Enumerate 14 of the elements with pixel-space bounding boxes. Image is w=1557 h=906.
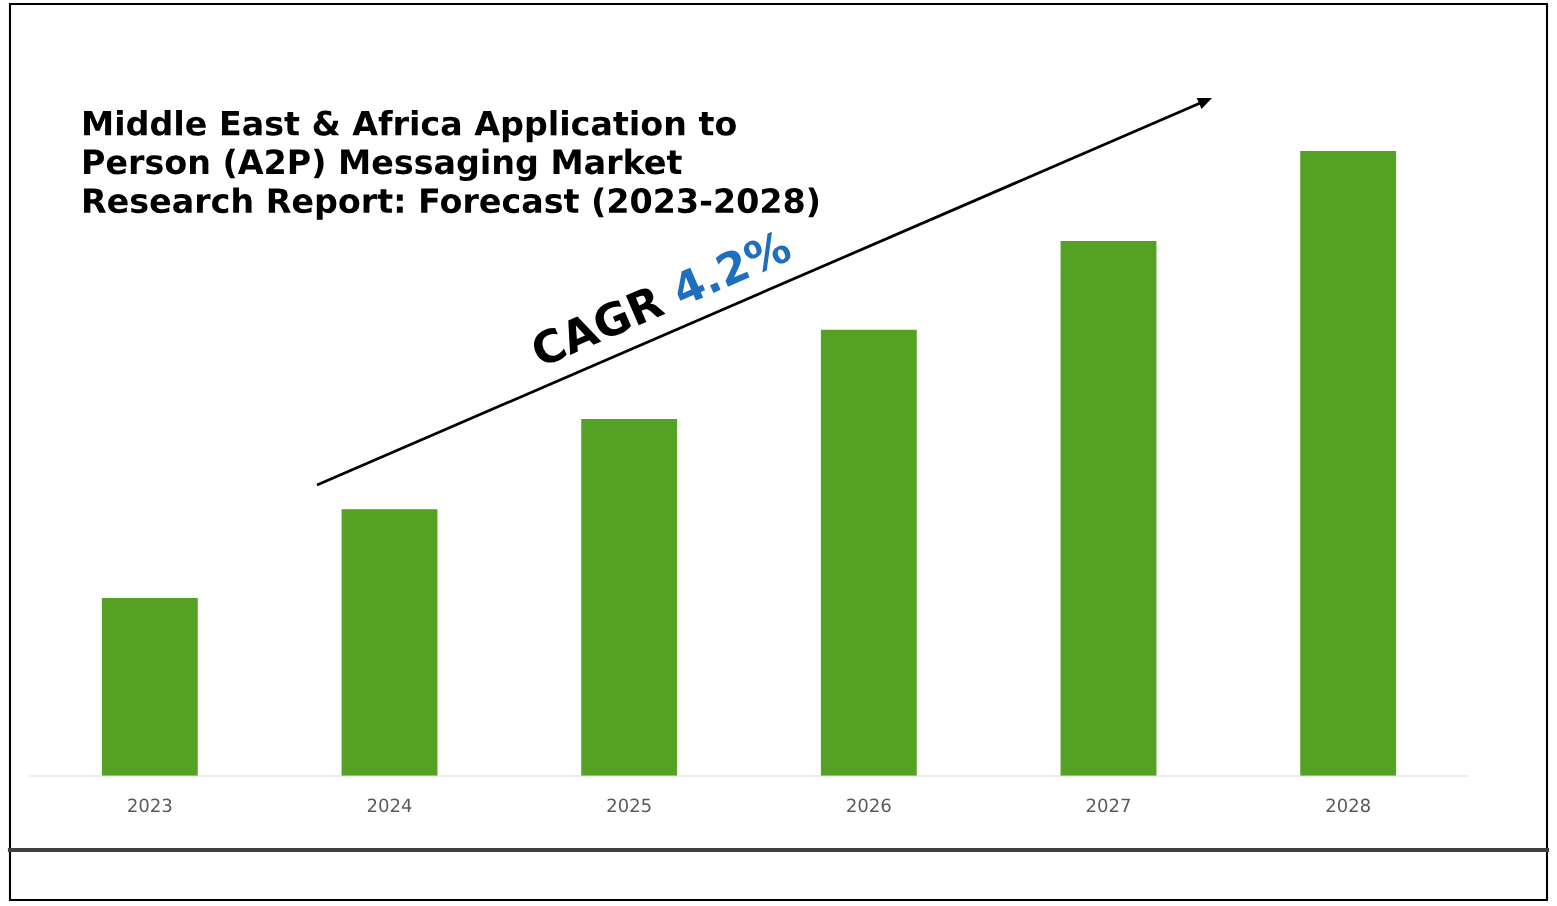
x-tick-label: 2024 bbox=[367, 798, 412, 813]
x-tick-label: 2027 bbox=[1086, 798, 1130, 813]
bar bbox=[1300, 151, 1397, 776]
x-tick-label: 2025 bbox=[607, 798, 651, 813]
bar bbox=[1060, 241, 1157, 776]
x-tick-label: 2026 bbox=[847, 798, 891, 813]
bar bbox=[581, 419, 678, 776]
bar bbox=[101, 597, 198, 776]
bar bbox=[820, 329, 917, 776]
x-tick-label: 2028 bbox=[1326, 798, 1370, 813]
x-tick-label: 2023 bbox=[128, 798, 172, 813]
chart-title: Middle East & Africa Application to Person (A2P) Messaging Market Research Report: Forecast (2023-2028) bbox=[84, 110, 819, 220]
bar bbox=[341, 509, 438, 776]
annotation: CAGR 4.2% bbox=[528, 228, 793, 368]
